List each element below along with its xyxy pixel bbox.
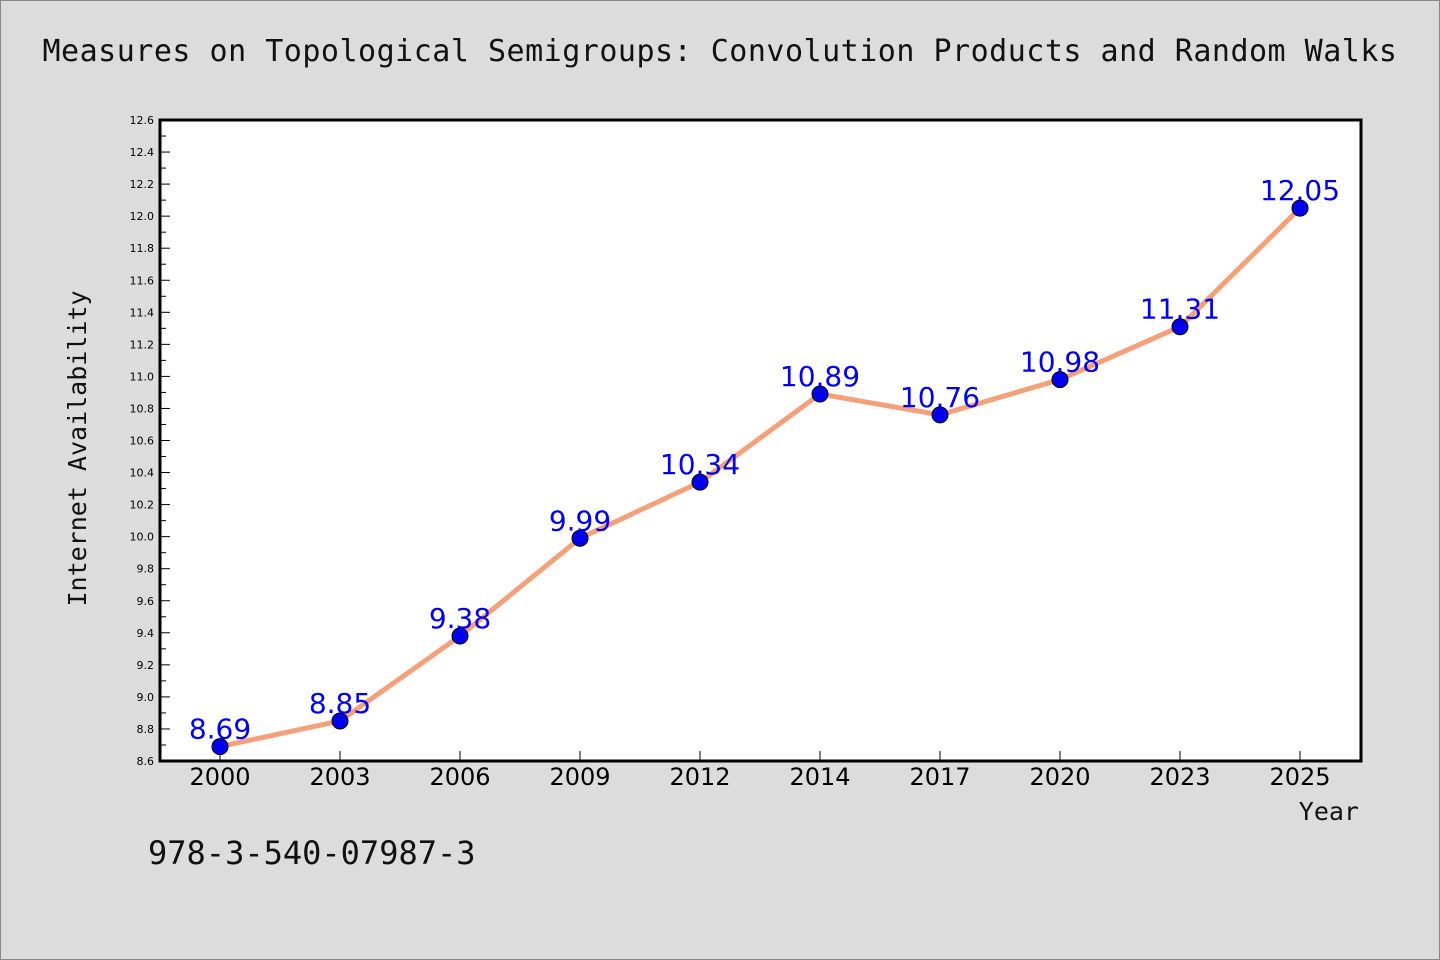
data-point [811,385,829,403]
y-tick-label: 12.6 [130,114,155,127]
y-tick-label: 11.2 [130,338,155,351]
y-tick-label: 11.0 [130,370,155,383]
y-tick-label: 9.8 [137,563,155,576]
data-point [331,712,349,730]
y-tick-label: 10.8 [130,402,155,415]
y-axis-ticks: 8.6 8.8 9.0 9.2 9.4 9.6 9.8 10.0 10.2 10.4 10.6 10.… [130,114,170,768]
data-point [451,627,469,645]
x-tick-label: 2023 [1149,763,1210,791]
data-label: 12.05 [1260,174,1340,207]
isbn-text: 978-3-540-07987-3 [148,834,476,872]
y-tick-label: 9.6 [137,595,155,608]
y-tick-label: 9.4 [137,627,155,640]
y-tick-label: 10.4 [130,467,155,480]
y-tick-label: 10.0 [130,531,155,544]
series-line [219,206,1302,750]
data-point [1171,318,1189,336]
data-label: 10.89 [780,360,860,393]
y-tick-label: 9.2 [137,659,155,672]
y-tick-label: 11.4 [130,306,155,319]
y-tick-label: 11.6 [130,274,155,287]
data-label: 10.34 [660,448,740,481]
x-axis-ticks: 2000 2003 2006 2009 2012 2014 2017 2020 2023 2025 [189,751,1331,791]
data-point [211,738,229,756]
y-tick-label: 12.0 [130,210,155,223]
x-tick-label: 2025 [1269,763,1330,791]
y-axis-label: Internet Availability [63,290,92,606]
data-label: 9.99 [549,504,611,537]
x-tick-label: 2020 [1029,763,1090,791]
y-tick-label: 9.0 [137,691,155,704]
chart-title: Measures on Topological Semigroups: Conv… [42,34,1398,69]
data-point [691,473,709,491]
y-tick-label: 12.4 [130,146,155,159]
y-tick-label: 11.8 [130,242,155,255]
y-tick-label: 10.2 [130,499,155,512]
x-tick-label: 2017 [909,763,970,791]
data-label: 8.69 [189,713,251,746]
y-tick-label: 10.6 [130,435,155,448]
data-point [1291,199,1309,217]
data-label: 8.85 [309,687,371,720]
data-point [931,406,949,424]
x-tick-label: 2003 [309,763,370,791]
x-tick-label: 2009 [549,763,610,791]
data-label: 10.76 [900,381,980,414]
data-label: 10.98 [1020,346,1100,379]
data-label: 9.38 [429,602,491,635]
x-axis-label: Year [1299,797,1359,826]
y-tick-label: 12.2 [130,178,155,191]
x-tick-label: 2006 [429,763,490,791]
y-tick-label: 8.8 [137,723,155,736]
x-tick-label: 2014 [789,763,850,791]
data-label: 11.31 [1140,293,1220,326]
data-point [571,529,589,547]
series-group: 8.69 8.85 9.38 9.99 10.34 10.89 10.76 10.98 11.3… [189,174,1340,756]
data-point [1051,371,1069,389]
x-tick-label: 2000 [189,763,250,791]
y-tick-label: 8.6 [137,755,155,768]
x-tick-label: 2012 [669,763,730,791]
